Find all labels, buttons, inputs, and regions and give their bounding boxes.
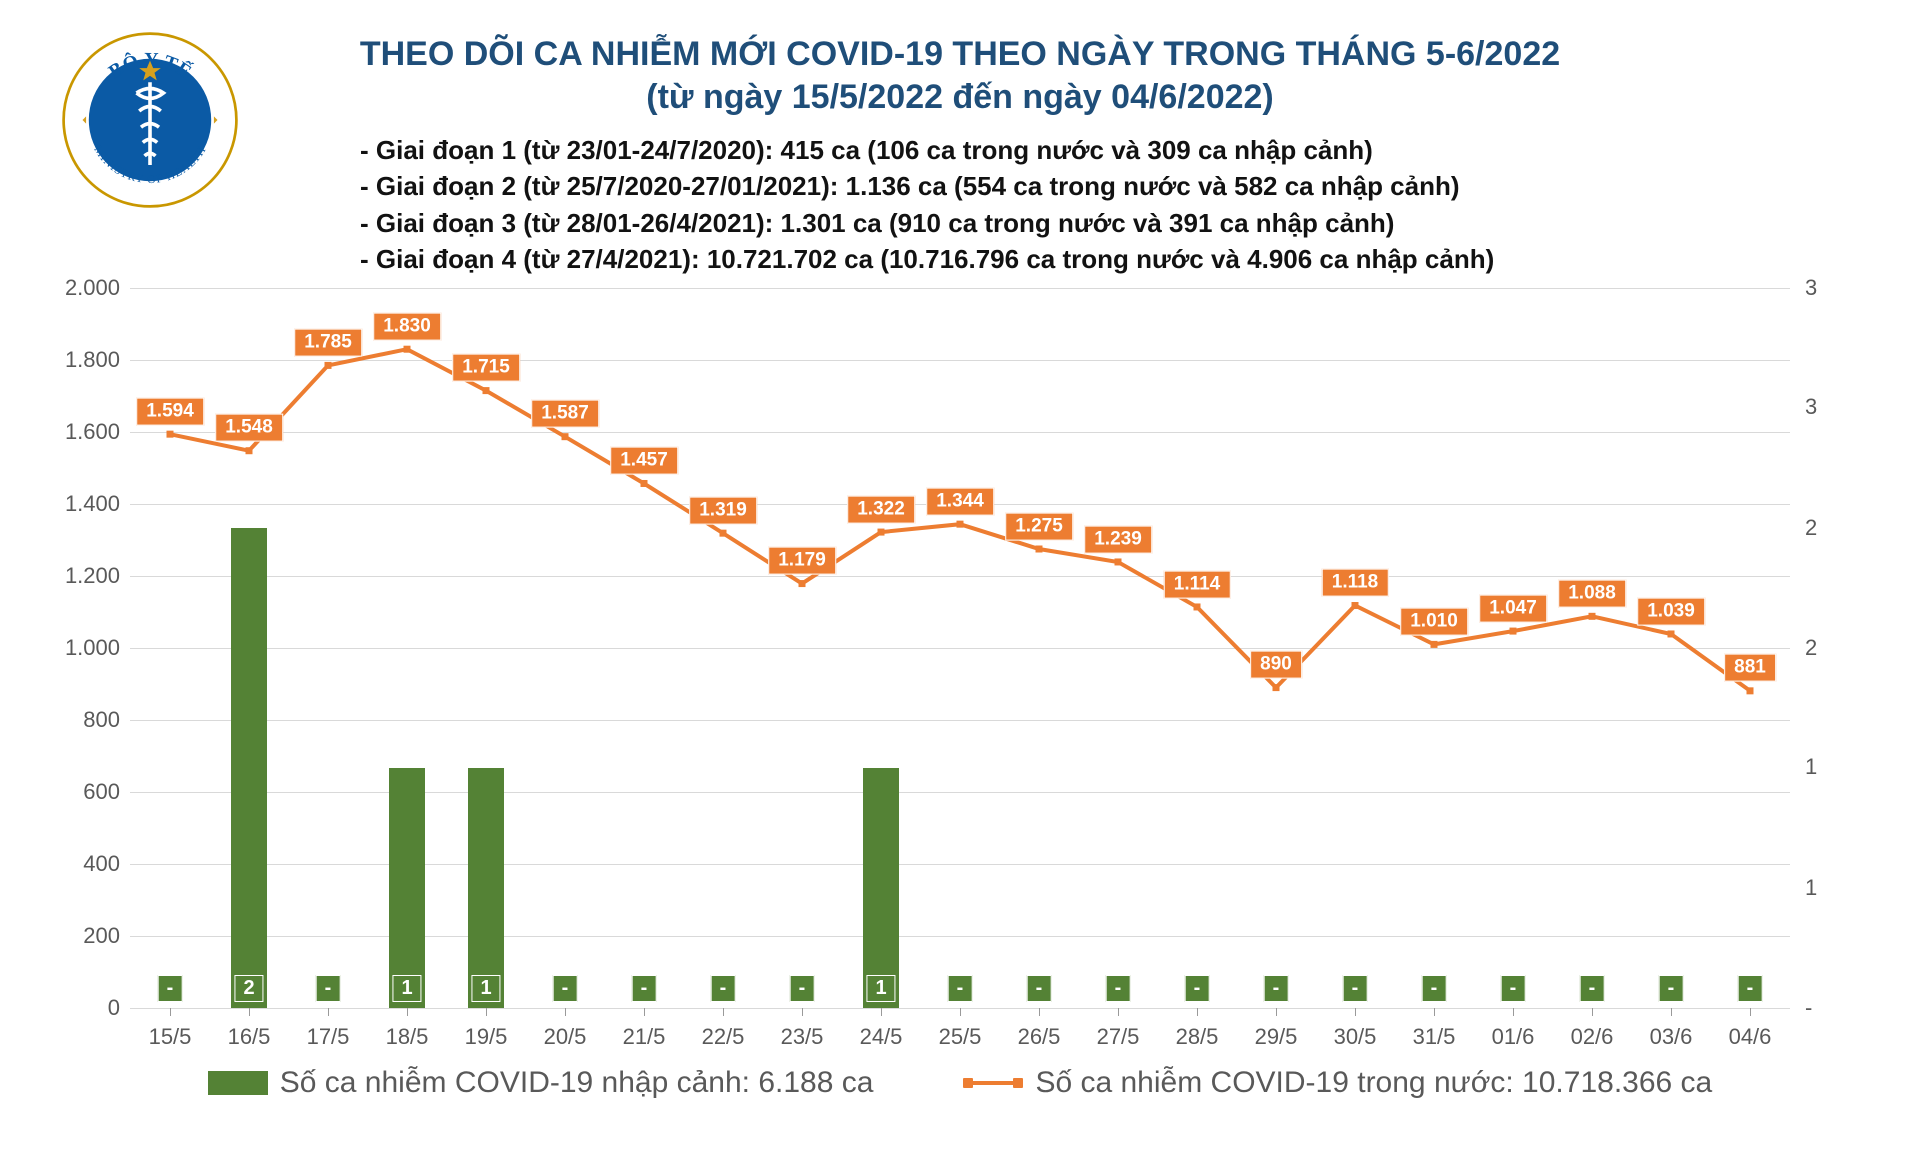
- x-tick: [328, 1008, 329, 1016]
- x-label: 26/5: [1018, 1024, 1061, 1050]
- x-tick: [1276, 1008, 1277, 1016]
- line-point-label: 1.830: [373, 312, 441, 340]
- x-tick: [407, 1008, 408, 1016]
- x-label: 29/5: [1255, 1024, 1298, 1050]
- line-point-label: 1.344: [926, 487, 994, 515]
- y-left-label: 0: [55, 995, 120, 1021]
- x-label: 01/6: [1492, 1024, 1535, 1050]
- x-label: 19/5: [465, 1024, 508, 1050]
- x-label: 15/5: [149, 1024, 192, 1050]
- x-label: 18/5: [386, 1024, 429, 1050]
- x-tick: [565, 1008, 566, 1016]
- x-label: 04/6: [1729, 1024, 1772, 1050]
- x-tick: [1750, 1008, 1751, 1016]
- y-right-label: 1: [1805, 754, 1845, 780]
- chart-title-line2: (từ ngày 15/5/2022 đến ngày 04/6/2022): [40, 78, 1880, 117]
- ministry-logo: BỘ Y TẾ MINISTRY OF HEALTH: [60, 30, 240, 210]
- x-tick: [644, 1008, 645, 1016]
- line-point-label: 1.179: [768, 547, 836, 575]
- x-label: 20/5: [544, 1024, 587, 1050]
- x-label: 23/5: [781, 1024, 824, 1050]
- y-left-label: 1.200: [55, 563, 120, 589]
- line-point-label: 890: [1250, 651, 1302, 679]
- x-label: 24/5: [860, 1024, 903, 1050]
- x-tick: [881, 1008, 882, 1016]
- x-label: 30/5: [1334, 1024, 1377, 1050]
- line-series: [130, 288, 1790, 1008]
- period-2: - Giai đoạn 2 (từ 25/7/2020-27/01/2021):…: [360, 168, 1880, 204]
- y-right-label: 2: [1805, 515, 1845, 541]
- line-point-label: 1.039: [1637, 597, 1705, 625]
- y-left-label: 2.000: [55, 275, 120, 301]
- y-right-label: 2: [1805, 635, 1845, 661]
- line-point-label: 1.594: [136, 397, 204, 425]
- period-summary: - Giai đoạn 1 (từ 23/01-24/7/2020): 415 …: [360, 132, 1880, 278]
- y-left-label: 400: [55, 851, 120, 877]
- x-tick: [960, 1008, 961, 1016]
- bar-swatch-icon: [208, 1071, 268, 1095]
- period-3: - Giai đoạn 3 (từ 28/01-26/4/2021): 1.30…: [360, 205, 1880, 241]
- legend-line-text: Số ca nhiễm COVID-19 trong nước: 10.718.…: [1035, 1066, 1712, 1100]
- y-left-label: 600: [55, 779, 120, 805]
- line-swatch-icon: [963, 1081, 1023, 1085]
- chart-title-block: THEO DÕI CA NHIỄM MỚI COVID-19 THEO NGÀY…: [40, 35, 1880, 117]
- x-label: 21/5: [623, 1024, 666, 1050]
- x-tick: [1197, 1008, 1198, 1016]
- y-left-label: 1.600: [55, 419, 120, 445]
- x-tick: [249, 1008, 250, 1016]
- y-right-label: -: [1805, 995, 1845, 1021]
- x-tick: [1671, 1008, 1672, 1016]
- x-tick: [170, 1008, 171, 1016]
- x-tick: [1039, 1008, 1040, 1016]
- chart-area: 02004006008001.0001.2001.4001.6001.8002.…: [40, 288, 1880, 1108]
- y-left-label: 1.000: [55, 635, 120, 661]
- line-point-label: 1.239: [1084, 525, 1152, 553]
- line-point-label: 1.715: [452, 354, 520, 382]
- line-point-label: 1.319: [689, 496, 757, 524]
- y-left-label: 800: [55, 707, 120, 733]
- period-1: - Giai đoạn 1 (từ 23/01-24/7/2020): 415 …: [360, 132, 1880, 168]
- line-point-label: 1.457: [610, 447, 678, 475]
- line-point-label: 1.088: [1558, 579, 1626, 607]
- line-point-label: 1.587: [531, 400, 599, 428]
- x-tick: [486, 1008, 487, 1016]
- y-right-label: 3: [1805, 394, 1845, 420]
- x-label: 25/5: [939, 1024, 982, 1050]
- legend: Số ca nhiễm COVID-19 nhập cảnh: 6.188 ca…: [40, 1058, 1880, 1108]
- x-label: 27/5: [1097, 1024, 1140, 1050]
- x-tick: [723, 1008, 724, 1016]
- x-label: 28/5: [1176, 1024, 1219, 1050]
- line-point-label: 881: [1724, 654, 1776, 682]
- x-label: 03/6: [1650, 1024, 1693, 1050]
- x-tick: [1355, 1008, 1356, 1016]
- x-label: 16/5: [228, 1024, 271, 1050]
- x-label: 02/6: [1571, 1024, 1614, 1050]
- line-point-label: 1.118: [1322, 569, 1389, 597]
- line-point-label: 1.548: [215, 414, 283, 442]
- line-point-label: 1.114: [1164, 570, 1231, 598]
- legend-bar-item: Số ca nhiễm COVID-19 nhập cảnh: 6.188 ca: [208, 1066, 874, 1100]
- y-left-label: 1.800: [55, 347, 120, 373]
- y-left-label: 200: [55, 923, 120, 949]
- line-point-label: 1.322: [847, 495, 915, 523]
- y-right-label: 3: [1805, 275, 1845, 301]
- x-label: 22/5: [702, 1024, 745, 1050]
- x-tick: [802, 1008, 803, 1016]
- y-right-label: 1: [1805, 875, 1845, 901]
- legend-bar-text: Số ca nhiễm COVID-19 nhập cảnh: 6.188 ca: [280, 1066, 874, 1100]
- x-tick: [1513, 1008, 1514, 1016]
- y-left-label: 1.400: [55, 491, 120, 517]
- line-point-label: 1.010: [1400, 608, 1468, 636]
- x-tick: [1434, 1008, 1435, 1016]
- x-tick: [1592, 1008, 1593, 1016]
- line-point-label: 1.275: [1005, 512, 1073, 540]
- x-label: 31/5: [1413, 1024, 1456, 1050]
- chart-title-line1: THEO DÕI CA NHIỄM MỚI COVID-19 THEO NGÀY…: [40, 35, 1880, 74]
- x-tick: [1118, 1008, 1119, 1016]
- legend-line-item: Số ca nhiễm COVID-19 trong nước: 10.718.…: [963, 1066, 1712, 1100]
- line-point-label: 1.047: [1479, 594, 1547, 622]
- period-4: - Giai đoạn 4 (từ 27/4/2021): 10.721.702…: [360, 241, 1880, 277]
- x-label: 17/5: [307, 1024, 350, 1050]
- line-point-label: 1.785: [294, 329, 362, 357]
